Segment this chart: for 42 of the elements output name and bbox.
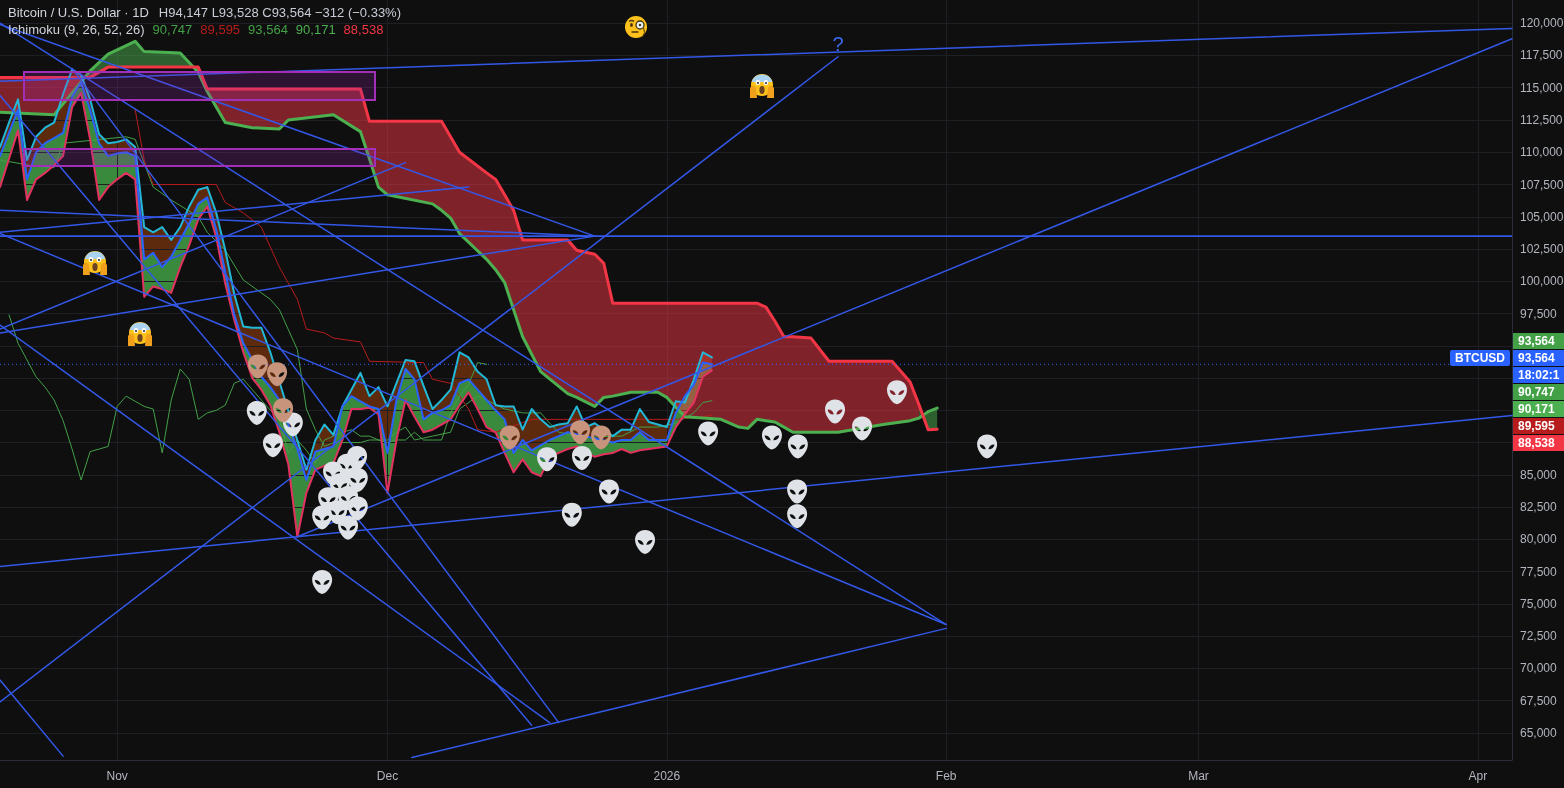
y-tick-label: 110,000 <box>1520 145 1563 160</box>
y-tick-label: 85,000 <box>1520 467 1558 482</box>
y-tick-label: 100,000 <box>1520 274 1564 289</box>
x-tick-label: Feb <box>935 769 957 783</box>
x-tick-label: Dec <box>376 769 399 783</box>
text: 90,747 <box>1513 383 1564 400</box>
y-tick-label: 77,500 <box>1520 564 1558 579</box>
annotation: Ichimoku (9, 26, 52, 26) <box>8 21 145 37</box>
text: 89,595 <box>1513 417 1564 434</box>
y-tick-label: 120,000 <box>1520 16 1564 31</box>
ref-line-label: 93,564 <box>1513 349 1564 366</box>
x-tick-label: Mar <box>1188 769 1209 783</box>
y-tick-label: 107,500 <box>1520 177 1564 192</box>
annotation: 90,171 <box>295 21 336 37</box>
y-tick-label: 70,000 <box>1520 661 1558 676</box>
text: 88,538 <box>1513 434 1564 451</box>
y-tick-label: 97,500 <box>1520 306 1558 321</box>
text: 93,564 <box>1513 332 1564 349</box>
y-tick-label: 80,000 <box>1520 532 1558 547</box>
y-tick-label: 75,000 <box>1520 596 1558 611</box>
y-tick-label: 112,500 <box>1520 113 1563 127</box>
chart-title: Bitcoin / U.S. Dollar · 1D <box>8 4 149 20</box>
x-tick-label: Apr <box>1468 769 1488 783</box>
text: 90,171 <box>1513 400 1564 417</box>
annotation: ? <box>832 32 844 55</box>
annotation: 90,747 <box>152 21 193 37</box>
annotation: BTCUSD <box>1450 349 1510 366</box>
x-tick-label: Nov <box>106 769 128 783</box>
y-tick-label: 115,000 <box>1520 80 1563 95</box>
y-tick-label: 67,500 <box>1520 693 1558 708</box>
y-tick-label: 117,500 <box>1520 48 1563 63</box>
annotation: 93,564 <box>248 21 288 37</box>
y-tick-label: 72,500 <box>1520 629 1558 644</box>
y-tick-label: 65,000 <box>1520 725 1558 740</box>
annotation: 89,595 <box>200 21 241 37</box>
y-tick-label: 102,500 <box>1520 242 1564 257</box>
chart-subtitle: H94,147 L93,528 C93,564 −312 (−0.33%) <box>158 4 402 20</box>
x-tick-label: 2026 <box>653 769 681 783</box>
annotation: 88,538 <box>343 21 384 37</box>
y-tick-label: 105,000 <box>1520 209 1564 224</box>
y-tick-label: 82,500 <box>1520 500 1558 515</box>
text: 18:02:1 <box>1513 366 1564 383</box>
